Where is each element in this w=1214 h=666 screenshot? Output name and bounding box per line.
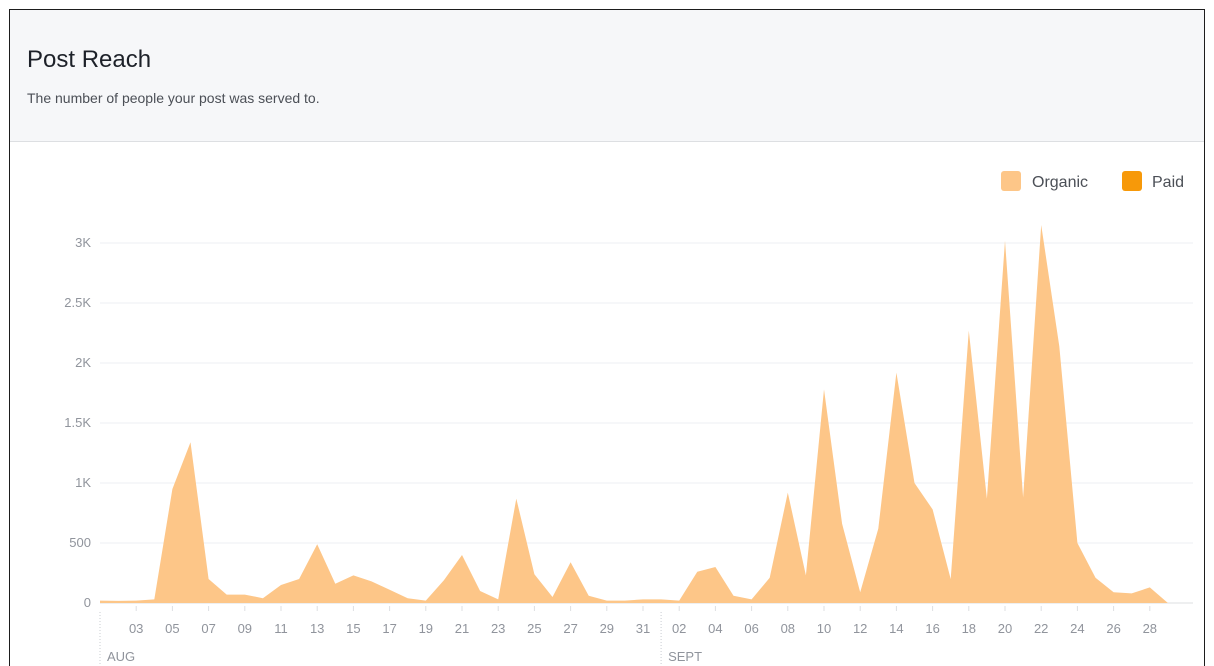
y-tick-label: 2K (75, 355, 91, 370)
x-tick-label: 29 (600, 621, 614, 636)
x-tick-label: 06 (744, 621, 758, 636)
x-tick-label: 13 (310, 621, 324, 636)
x-tick-label: 31 (636, 621, 650, 636)
chart-subtitle: The number of people your post was serve… (27, 90, 320, 106)
x-tick-label: 17 (382, 621, 396, 636)
y-tick-label: 500 (69, 535, 91, 550)
chart-title: Post Reach (27, 46, 152, 73)
x-tick-label: 12 (853, 621, 867, 636)
y-tick-label: 1.5K (64, 415, 91, 430)
y-tick-label: 0 (84, 595, 91, 610)
legend-swatch-organic (1001, 171, 1021, 191)
y-tick-label: 3K (75, 235, 91, 250)
x-tick-label: 07 (201, 621, 215, 636)
area-series-organic (100, 225, 1168, 603)
x-tick-label: 20 (998, 621, 1012, 636)
legend: Organic Paid (1001, 171, 1184, 191)
x-tick-label: 15 (346, 621, 360, 636)
x-tick-label: 08 (781, 621, 795, 636)
x-tick-label: 22 (1034, 621, 1048, 636)
x-tick-label: 05 (165, 621, 179, 636)
y-tick-label: 2.5K (64, 295, 91, 310)
legend-label-paid: Paid (1152, 174, 1184, 191)
legend-item-paid[interactable]: Paid (1122, 171, 1184, 191)
x-tick-label: 11 (274, 621, 288, 636)
month-label: SEPT (668, 649, 702, 664)
x-tick-label: 16 (925, 621, 939, 636)
x-tick-label: 21 (455, 621, 469, 636)
x-tick-label: 27 (563, 621, 577, 636)
x-tick-label: 28 (1143, 621, 1157, 636)
x-tick-label: 25 (527, 621, 541, 636)
legend-label-organic: Organic (1032, 174, 1088, 191)
legend-item-organic[interactable]: Organic (1001, 171, 1088, 191)
x-tick-label: 09 (238, 621, 252, 636)
legend-swatch-paid (1122, 171, 1142, 191)
x-tick-label: 23 (491, 621, 505, 636)
x-tick-label: 04 (708, 621, 722, 636)
area-series (100, 225, 1168, 603)
x-tick-label: 14 (889, 621, 903, 636)
month-label: AUG (107, 649, 135, 664)
x-tick-label: 02 (672, 621, 686, 636)
x-tick-label: 18 (962, 621, 976, 636)
x-tick-label: 19 (419, 621, 433, 636)
x-tick-label: 26 (1106, 621, 1120, 636)
x-tick-label: 03 (129, 621, 143, 636)
x-tick-label: 24 (1070, 621, 1084, 636)
x-tick-label: 10 (817, 621, 831, 636)
card-header: Post Reach The number of people your pos… (10, 10, 1204, 142)
y-tick-label: 1K (75, 475, 91, 490)
x-axis: 03 05 07 09 11 13 15 17 19 21 23 25 27 29 31 02 04 06 08 10… (99, 606, 1157, 666)
y-axis-ticks: 0 500 1K 1.5K 2K 2.5K 3K (64, 235, 91, 610)
